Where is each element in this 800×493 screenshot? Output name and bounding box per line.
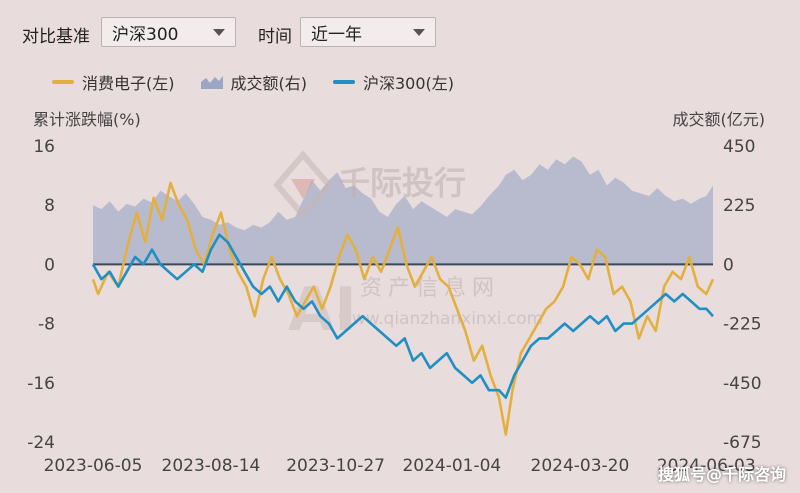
turnover-area-series [93, 156, 713, 265]
credit-text: 搜狐号@千际咨询 [657, 465, 786, 484]
line-swatch-icon [52, 80, 74, 84]
left-tick-label: -16 [27, 374, 55, 394]
legend-label: 成交额(右) [230, 74, 308, 93]
x-tick-label: 2023-10-27 [286, 456, 385, 476]
period-select[interactable]: 近一年 [300, 17, 436, 47]
legend-label: 沪深300(左) [363, 74, 455, 93]
legend-item-consumer-electronics[interactable]: 消费电子(左) [52, 70, 175, 94]
benchmark-value: 沪深300 [112, 24, 179, 45]
watermark-url: www.qianzhanxinxi.com [338, 309, 543, 329]
watermark-logo-icon [273, 150, 333, 220]
chevron-down-icon [213, 28, 225, 36]
legend-item-turnover[interactable]: 成交额(右) [200, 70, 308, 94]
right-axis-ticks: 450 225 0 -225 -450 -675 [723, 137, 762, 453]
x-tick-label: 2024-06-03 [657, 456, 756, 476]
left-tick-label: 16 [33, 137, 55, 157]
period-label: 时间 [258, 27, 292, 47]
watermark-sub: 资产信息网 [360, 276, 500, 301]
x-axis-ticks: 2023-06-05 2023-08-14 2023-10-27 2024-01-04… [44, 456, 756, 476]
line-swatch-icon [333, 80, 355, 84]
watermark-main: 千际投行 [338, 164, 466, 202]
right-tick-label: 450 [723, 137, 755, 157]
line-layer [91, 181, 715, 436]
legend-item-csi300[interactable]: 沪深300(左) [333, 70, 454, 94]
csi300-line-series [91, 233, 714, 399]
left-tick-label: 8 [44, 196, 55, 216]
x-tick-label: 2024-01-04 [402, 456, 501, 476]
turnover-area-layer [93, 156, 713, 265]
area-swatch-icon [200, 76, 223, 89]
left-axis-ticks: 16 8 0 -8 -16 -24 [27, 137, 55, 453]
benchmark-select[interactable]: 沪深300 [101, 17, 236, 47]
x-tick-label: 2024-03-20 [531, 456, 630, 476]
right-tick-label: -675 [723, 433, 762, 453]
period-value: 近一年 [311, 24, 362, 45]
left-tick-label: 0 [44, 255, 55, 275]
chart-legend: 消费电子(左) 成交额(右) 沪深300(左) [52, 70, 454, 94]
left-tick-label: -24 [27, 433, 55, 453]
legend-label: 消费电子(左) [82, 74, 175, 93]
x-tick-label: 2023-08-14 [162, 456, 261, 476]
right-tick-label: 225 [723, 196, 755, 216]
right-axis-title: 成交额(亿元) [672, 110, 766, 129]
right-tick-label: 0 [723, 255, 734, 275]
consumer-electronics-line-series [91, 181, 715, 436]
benchmark-label: 对比基准 [22, 27, 90, 47]
chevron-down-icon [413, 28, 425, 36]
left-axis-title: 累计涨跌幅(%) [33, 110, 141, 129]
right-tick-label: -225 [723, 315, 762, 335]
x-tick-label: 2023-06-05 [44, 456, 143, 476]
left-tick-label: -8 [38, 315, 55, 335]
right-tick-label: -450 [723, 374, 762, 394]
